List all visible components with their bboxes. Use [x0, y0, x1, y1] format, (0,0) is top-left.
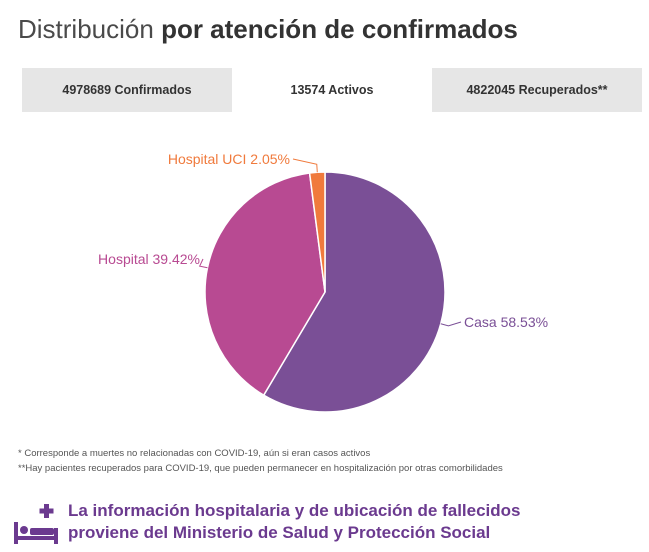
pie-leader-2	[292, 158, 318, 173]
tab-activos[interactable]: 13574 Activos	[232, 68, 432, 112]
pie-slice-2[interactable]	[308, 171, 326, 293]
pie-label-1: Hospital 39.42%	[98, 251, 200, 267]
tab-bar: 4978689 Confirmados 13574 Activos 482204…	[22, 68, 642, 112]
hospital-bed-icon	[14, 504, 58, 544]
footer-line-1: La información hospitalaria y de ubicaci…	[68, 501, 521, 520]
footnote-1: * Corresponde a muertes no relacionadas …	[18, 448, 371, 459]
tab-confirmados[interactable]: 4978689 Confirmados	[22, 68, 232, 112]
footnotes: * Corresponde a muertes no relacionadas …	[18, 446, 503, 476]
footer-text: La información hospitalaria y de ubicaci…	[68, 500, 521, 544]
footer-line-2: proviene del Ministerio de Salud y Prote…	[68, 523, 491, 542]
source-footer: La información hospitalaria y de ubicaci…	[12, 498, 642, 546]
pie-chart: Casa 58.53% Hospital 39.42% Hospital UCI 2…	[98, 151, 548, 413]
title-bold: por atención de confirmados	[161, 14, 518, 44]
pie-label-0: Casa 58.53%	[464, 314, 548, 330]
page-title: Distribución por atención de confirmados	[18, 14, 518, 45]
pie-leader-1	[198, 258, 208, 269]
pie-label-2: Hospital UCI 2.05%	[168, 151, 290, 167]
title-light: Distribución	[18, 14, 154, 44]
footnote-2: **Hay pacientes recuperados para COVID-1…	[18, 463, 503, 474]
pie-leader-0	[440, 321, 462, 327]
pie-slice-1[interactable]	[204, 172, 326, 397]
pie-slice-0[interactable]	[262, 171, 446, 413]
tab-recuperados[interactable]: 4822045 Recuperados**	[432, 68, 642, 112]
